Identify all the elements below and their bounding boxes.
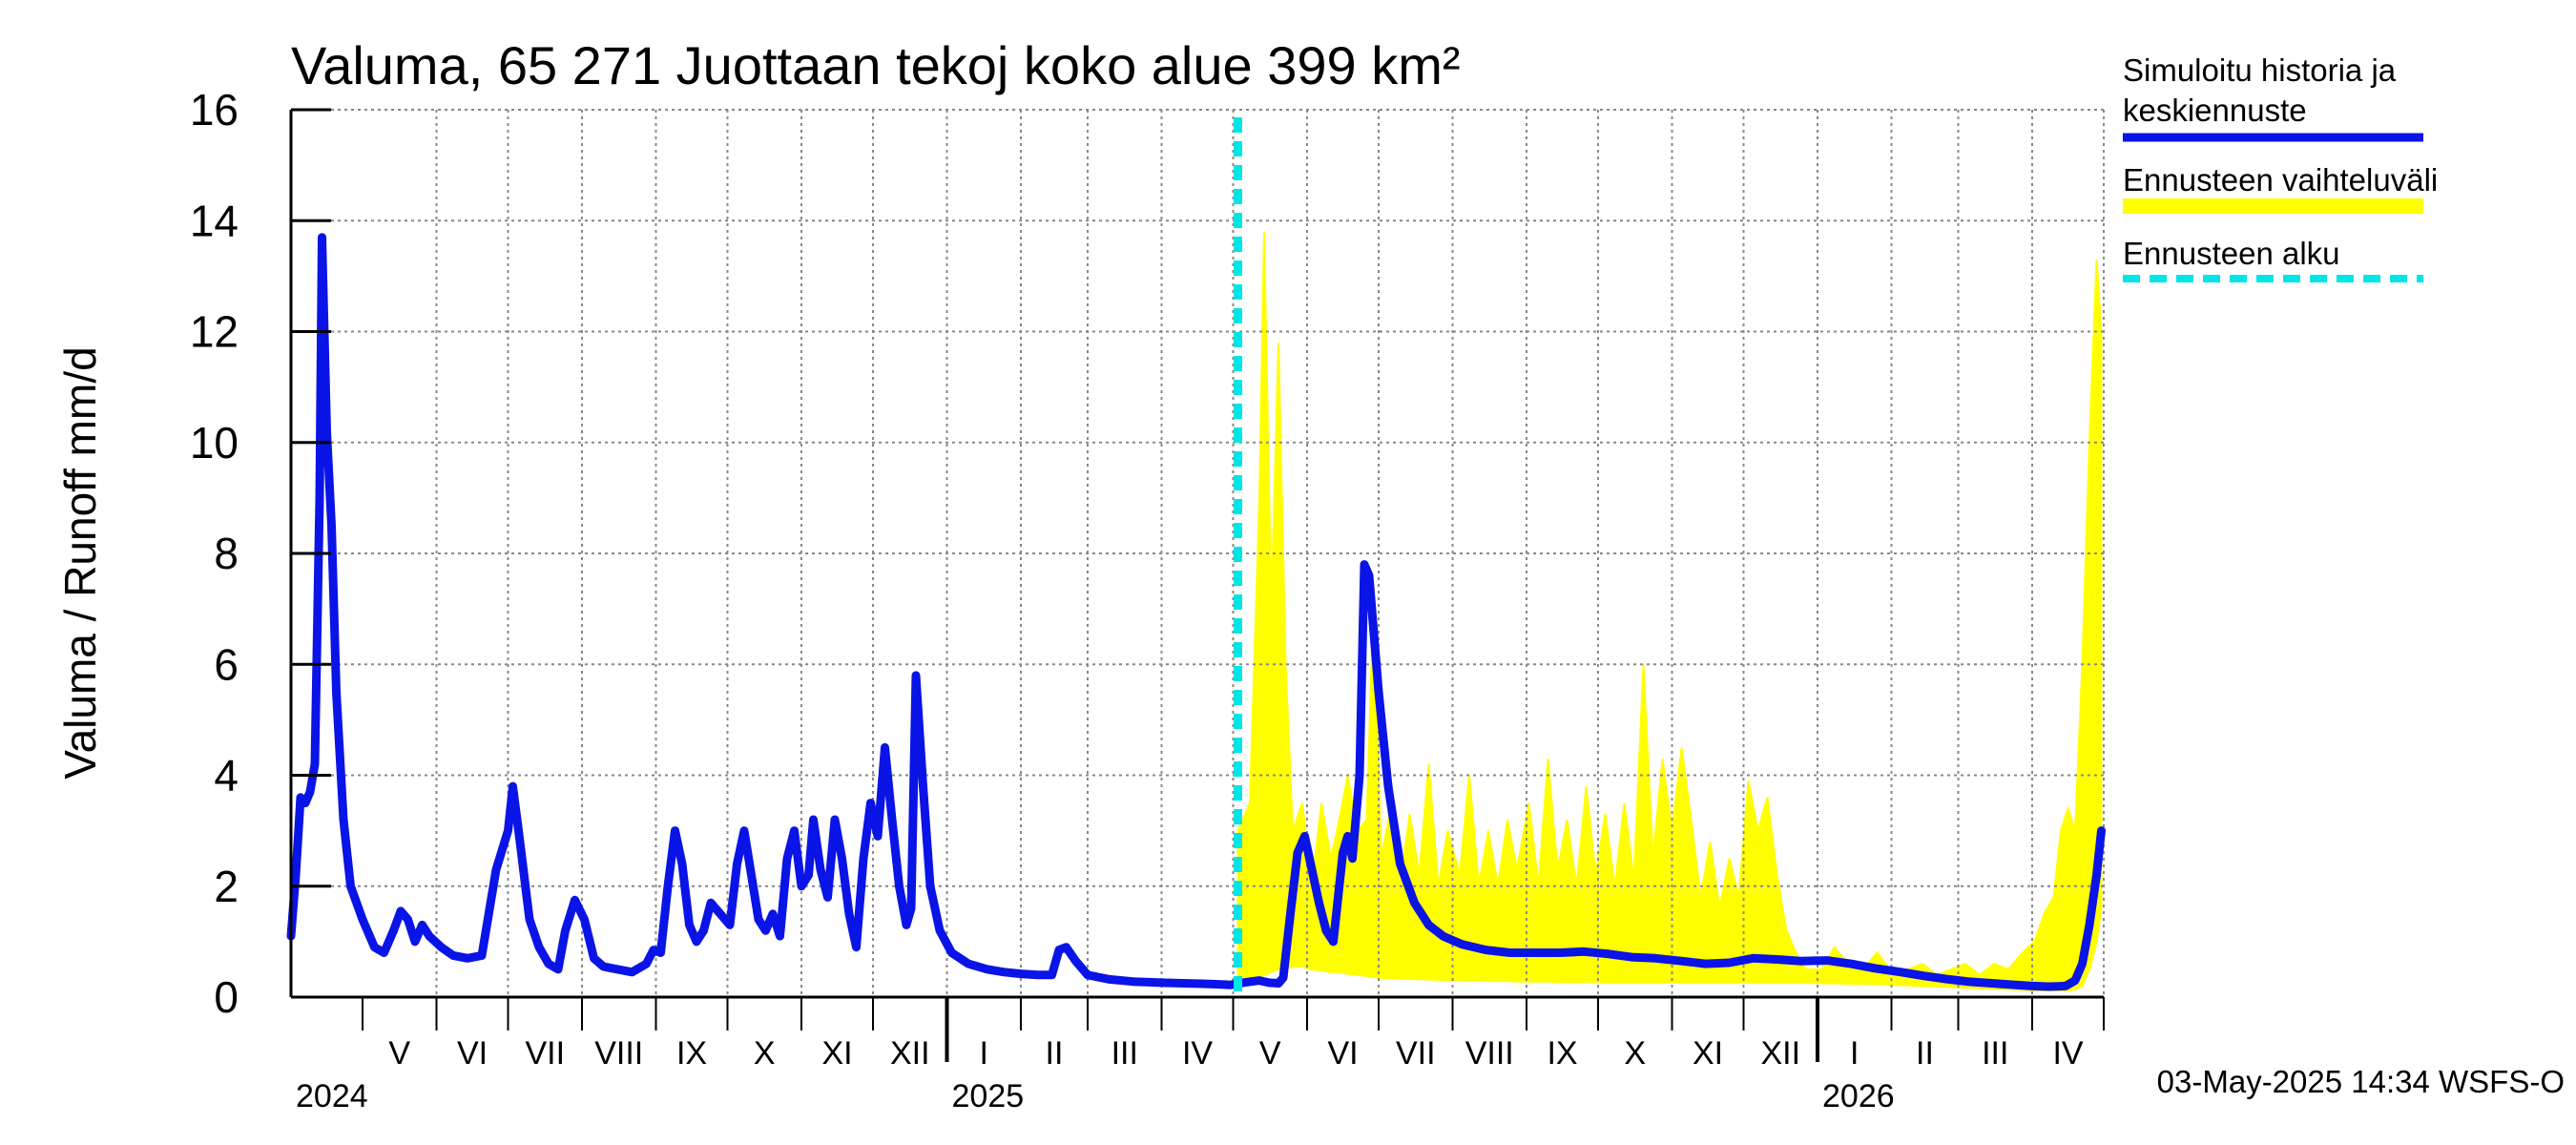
month-label-10: III (1111, 1035, 1138, 1072)
month-label-15: VIII (1465, 1035, 1514, 1072)
month-label-20: I (1850, 1035, 1859, 1072)
month-label-13: VI (1327, 1035, 1358, 1072)
month-label-16: IX (1547, 1035, 1577, 1072)
y-axis-label: Valuma / Runoff mm/d (55, 346, 105, 779)
legend: Simuloitu historia ja keskiennuste Ennus… (2123, 52, 2438, 282)
year-label-2025: 2025 (952, 1078, 1025, 1114)
simulated-runoff-line (286, 233, 2106, 991)
month-label-7: XII (890, 1035, 930, 1072)
month-label-11: IV (1182, 1035, 1213, 1072)
month-label-3: VIII (594, 1035, 643, 1072)
month-label-12: V (1259, 1035, 1281, 1072)
simulated-runoff-layer (286, 233, 2106, 991)
month-label-2: VII (525, 1035, 565, 1072)
legend-label-simulated-line1: Simuloitu historia ja (2123, 52, 2397, 88)
x-axis-months: V VI VII VIII IX X XI XII I II III IV V VI VII VIII IX X X… (362, 997, 2105, 1072)
x-axis-years: 2024 2025 2026 (296, 1078, 1895, 1114)
month-label-4: IX (676, 1035, 707, 1072)
month-label-9: II (1046, 1035, 1064, 1072)
y-tick-label-16: 16 (190, 85, 239, 135)
month-label-8: I (980, 1035, 988, 1072)
year-label-2026: 2026 (1822, 1078, 1895, 1114)
timestamp-footer: 03-May-2025 14:34 WSFS-O (2157, 1064, 2565, 1099)
legend-label-forecast-start: Ennusteen alku (2123, 236, 2340, 271)
year-label-2024: 2024 (296, 1078, 368, 1114)
y-tick-label-2: 2 (214, 862, 239, 911)
month-label-17: X (1624, 1035, 1646, 1072)
y-tick-label-4: 4 (214, 751, 239, 801)
legend-label-simulated-line2: keskiennuste (2123, 93, 2307, 128)
y-tick-label-0: 0 (214, 972, 239, 1022)
month-label-14: VII (1396, 1035, 1436, 1072)
y-tick-label-10: 10 (190, 418, 239, 468)
month-label-21: II (1916, 1035, 1934, 1072)
axes (289, 110, 2104, 999)
plot-area (286, 109, 2106, 997)
y-tick-label-6: 6 (214, 639, 239, 689)
month-label-1: VI (457, 1035, 488, 1072)
month-label-0: V (388, 1035, 410, 1072)
month-label-19: XII (1760, 1035, 1800, 1072)
y-tick-label-12: 12 (190, 307, 239, 357)
month-label-18: XI (1693, 1035, 1723, 1072)
month-label-6: XI (821, 1035, 852, 1072)
legend-label-range: Ennusteen vaihteluväli (2123, 162, 2438, 198)
chart-title: Valuma, 65 271 Juottaan tekoj koko alue … (291, 35, 1461, 95)
grid (291, 109, 2105, 997)
month-label-5: X (754, 1035, 776, 1072)
y-axis-ticks: 0 2 4 6 8 10 12 14 16 (190, 85, 331, 1022)
y-tick-label-8: 8 (214, 529, 239, 578)
y-tick-label-14: 14 (190, 196, 239, 245)
month-label-23: IV (2052, 1035, 2083, 1072)
month-label-22: III (1982, 1035, 2008, 1072)
